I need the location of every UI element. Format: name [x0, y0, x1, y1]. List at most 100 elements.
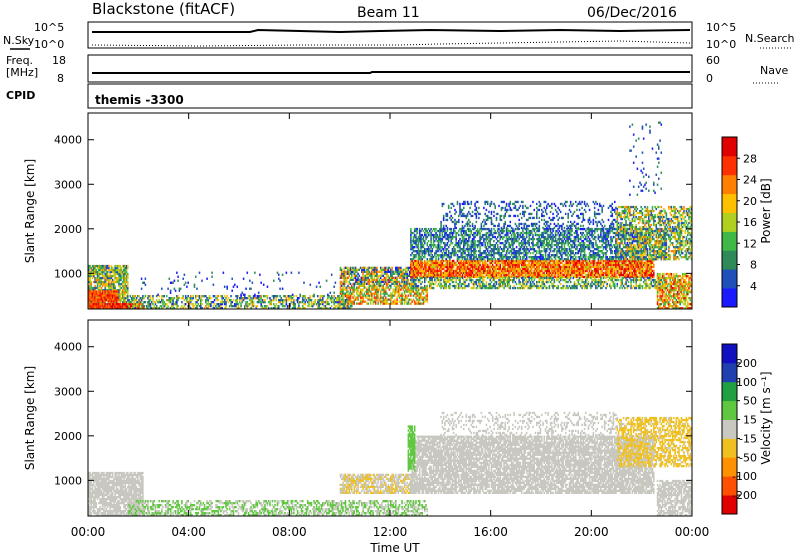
- heatmap-cell: [568, 269, 571, 273]
- heatmap-cell: [471, 273, 474, 277]
- heatmap-cell: [451, 231, 454, 235]
- heatmap-cell: [118, 270, 120, 274]
- heatmap-cell: [367, 268, 369, 271]
- heatmap-cell: [411, 276, 413, 279]
- heatmap-cell: [225, 301, 227, 304]
- heatmap-cell: [196, 305, 198, 308]
- heatmap-cell: [173, 287, 176, 290]
- heatmap-cell: [369, 298, 372, 301]
- heatmap-cell: [583, 269, 586, 273]
- heatmap-cell: [547, 263, 549, 267]
- heatmap-cell: [372, 282, 374, 285]
- heatmap-cell: [580, 275, 582, 279]
- heatmap-cell: [434, 254, 436, 257]
- heatmap-cell: [543, 271, 546, 275]
- heatmap-cell: [474, 235, 476, 239]
- heatmap-cell: [447, 235, 450, 239]
- heatmap-cell: [561, 269, 563, 273]
- heatmap-cell: [522, 263, 524, 267]
- heatmap-cell: [125, 307, 128, 310]
- heatmap-cell: [362, 274, 364, 277]
- heatmap-cell: [469, 233, 471, 237]
- heatmap-cell: [473, 275, 475, 279]
- heatmap-cell: [96, 266, 99, 270]
- heatmap-cell: [388, 280, 391, 283]
- heatmap-cell: [649, 269, 651, 273]
- heatmap-cell: [347, 294, 349, 297]
- heatmap-cell: [127, 301, 129, 304]
- heatmap-cell: [646, 259, 649, 263]
- heatmap-cell: [625, 273, 627, 277]
- heatmap-cell: [217, 305, 220, 308]
- heatmap-cell: [610, 261, 612, 265]
- heatmap-cell: [473, 263, 475, 267]
- heatmap-cell: [473, 240, 475, 243]
- heatmap-cell: [557, 273, 559, 277]
- heatmap-cell: [412, 261, 415, 265]
- heatmap-cell: [634, 273, 636, 277]
- heatmap-cell: [624, 271, 626, 275]
- heatmap-cell: [203, 295, 206, 298]
- heatmap-cell: [500, 229, 503, 233]
- heatmap-cell: [208, 297, 211, 300]
- heatmap-cell: [427, 248, 430, 251]
- heatmap-cell: [379, 280, 382, 283]
- heatmap-cell: [519, 252, 522, 255]
- heatmap-cell: [100, 272, 103, 276]
- heatmap-cell: [372, 270, 374, 273]
- heatmap-cell: [427, 271, 430, 275]
- heatmap-cell: [344, 301, 347, 304]
- heatmap-cell: [400, 284, 402, 287]
- heatmap-cell: [358, 268, 361, 271]
- heatmap-cell: [213, 307, 216, 310]
- heatmap-cell: [412, 237, 415, 241]
- heatmap-cell: [418, 267, 421, 271]
- heatmap-cell: [114, 270, 116, 274]
- heatmap-cell: [343, 284, 345, 287]
- heatmap-cell: [480, 237, 483, 241]
- heatmap-cell: [89, 274, 91, 278]
- heatmap-cell: [105, 284, 108, 288]
- heatmap-cell: [320, 301, 323, 304]
- heatmap-cell: [420, 246, 422, 249]
- heatmap-cell: [507, 258, 509, 261]
- heatmap-cell: [106, 293, 109, 296]
- heatmap-cell: [305, 299, 308, 302]
- heatmap-cell: [465, 254, 468, 257]
- heatmap-cell: [425, 286, 427, 289]
- heatmap-cell: [450, 227, 452, 231]
- heatmap-cell: [352, 288, 354, 291]
- heatmap-cell: [314, 299, 317, 302]
- heatmap-cell: [553, 273, 556, 277]
- heatmap-cell: [578, 269, 581, 273]
- heatmap-cell: [653, 275, 655, 279]
- heatmap-cell: [391, 274, 393, 277]
- heatmap-cell: [494, 259, 496, 263]
- heatmap-cell: [441, 254, 444, 257]
- heatmap-cell: [381, 278, 383, 281]
- heatmap-cell: [367, 266, 369, 269]
- heatmap-cell: [148, 301, 150, 304]
- heatmap-cell: [439, 269, 441, 273]
- heatmap-cell: [216, 297, 218, 300]
- heatmap-cell: [106, 274, 109, 278]
- heatmap-cell: [578, 259, 581, 263]
- heatmap-cell: [114, 292, 116, 295]
- heatmap-cell: [440, 229, 442, 233]
- heatmap-cell: [359, 276, 362, 279]
- heatmap-cell: [591, 265, 593, 269]
- heatmap-cell: [636, 265, 639, 269]
- heatmap-cell: [642, 263, 645, 267]
- heatmap-cell: [353, 298, 356, 301]
- heatmap-cell: [479, 235, 481, 239]
- heatmap-cell: [407, 274, 410, 277]
- heatmap-cell: [430, 237, 432, 241]
- heatmap-cell: [536, 267, 538, 271]
- heatmap-cell: [91, 264, 94, 268]
- heatmap-cell: [646, 261, 649, 265]
- heatmap-cell: [491, 275, 494, 279]
- heatmap-cell: [446, 254, 449, 257]
- heatmap-cell: [518, 248, 520, 251]
- heatmap-cell: [435, 269, 437, 273]
- cpid-panel-frame: [87, 83, 693, 109]
